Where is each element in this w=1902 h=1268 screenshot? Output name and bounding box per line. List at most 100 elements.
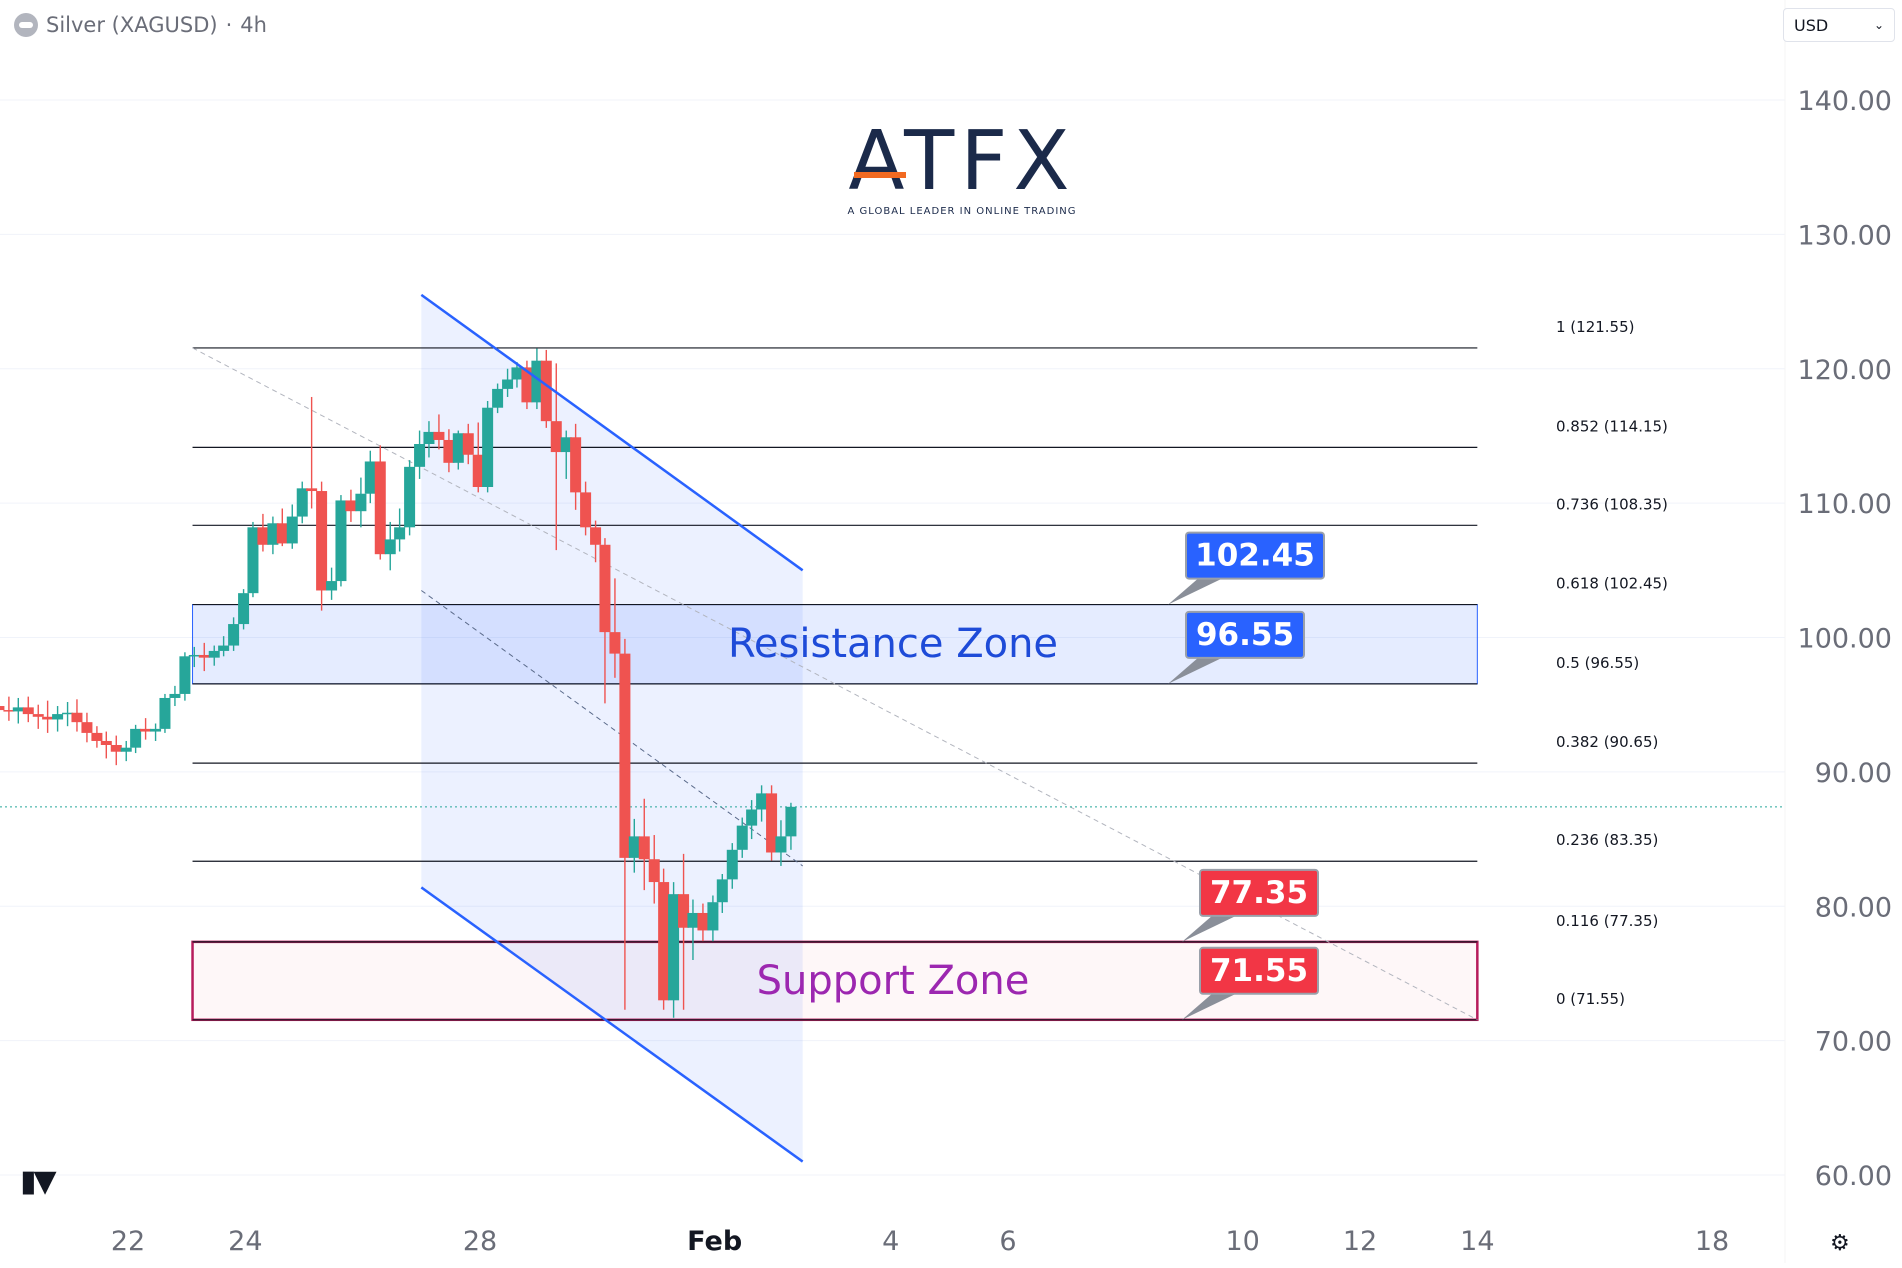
candle-body[interactable]	[414, 444, 426, 467]
candle-body[interactable]	[179, 656, 191, 694]
candle-body[interactable]	[42, 716, 54, 720]
candle-body[interactable]	[110, 745, 122, 752]
candle-body[interactable]	[81, 722, 93, 733]
candle-body[interactable]	[52, 714, 64, 720]
candle-body[interactable]	[766, 793, 778, 853]
candle-body[interactable]	[306, 488, 318, 492]
candle-body[interactable]	[462, 433, 474, 455]
candle-body[interactable]	[130, 728, 142, 748]
candle-body[interactable]	[560, 437, 572, 453]
candle-body[interactable]	[746, 809, 758, 826]
candle-body[interactable]	[208, 650, 220, 658]
candle-body[interactable]	[326, 581, 338, 591]
candle-body[interactable]	[570, 437, 582, 493]
candle-body[interactable]	[3, 710, 15, 712]
candle-body[interactable]	[785, 806, 797, 837]
candle-body[interactable]	[71, 712, 83, 723]
price-callout-box[interactable]	[1199, 946, 1319, 995]
candle-body[interactable]	[335, 500, 347, 582]
symbol-header[interactable]: Silver (XAGUSD) · 4h	[14, 10, 267, 40]
candle-body[interactable]	[32, 714, 44, 717]
candle-body[interactable]	[286, 516, 298, 544]
candle-body[interactable]	[257, 527, 269, 545]
candle-body[interactable]	[384, 539, 396, 555]
channel-upper-line[interactable]	[420, 293, 804, 572]
candle-body[interactable]	[550, 421, 562, 453]
candle-body[interactable]	[452, 433, 464, 463]
interval-label[interactable]: 4h	[240, 13, 267, 37]
candle-body[interactable]	[609, 632, 621, 654]
price-callout-box[interactable]	[1185, 531, 1325, 580]
candle-body[interactable]	[355, 493, 367, 512]
candle-body[interactable]	[12, 707, 24, 712]
candle-body[interactable]	[91, 732, 103, 741]
candle-body[interactable]	[198, 654, 210, 658]
price-callout-box[interactable]	[1199, 868, 1319, 917]
candle-body[interactable]	[756, 793, 768, 810]
candle-body[interactable]	[120, 747, 132, 752]
candle-body[interactable]	[345, 500, 357, 512]
candle-body[interactable]	[668, 894, 680, 1001]
candle-body[interactable]	[22, 707, 34, 715]
candle-body[interactable]	[726, 849, 738, 880]
candle-body[interactable]	[374, 461, 386, 555]
candle-body[interactable]	[638, 836, 650, 860]
candle-body[interactable]	[247, 527, 259, 594]
candle-body[interactable]	[511, 367, 523, 380]
logo-word: ATFX	[848, 114, 1076, 209]
candle-body[interactable]	[159, 697, 171, 729]
candle-body[interactable]	[404, 466, 416, 528]
candle-body[interactable]	[140, 728, 152, 732]
candle-body[interactable]	[697, 912, 709, 931]
candle-body[interactable]	[482, 407, 494, 487]
candle-body[interactable]	[267, 523, 279, 545]
candle-body[interactable]	[100, 740, 112, 745]
currency-select[interactable]: USD ⌄	[1783, 8, 1895, 42]
candle-body[interactable]	[707, 902, 719, 931]
candle-body[interactable]	[590, 527, 602, 545]
settings-gear-icon[interactable]: ⚙	[1830, 1230, 1850, 1255]
candle-body[interactable]	[316, 491, 328, 591]
tradingview-logo-icon[interactable]: ▮▼	[20, 1164, 57, 1199]
price-callout-text: 102.45	[1195, 538, 1315, 574]
candle-body[interactable]	[394, 527, 406, 540]
candle-body[interactable]	[276, 523, 288, 544]
candle-body[interactable]	[775, 836, 787, 853]
candle-body[interactable]	[228, 624, 240, 646]
candle-body[interactable]	[188, 654, 200, 657]
candle-body[interactable]	[443, 439, 455, 463]
candle-body[interactable]	[599, 544, 611, 633]
candle-body[interactable]	[619, 653, 631, 858]
candle-body[interactable]	[716, 879, 728, 903]
candle-body[interactable]	[238, 593, 250, 625]
candle-body[interactable]	[169, 693, 181, 698]
candle-body[interactable]	[628, 836, 640, 858]
candle-body[interactable]	[580, 492, 592, 528]
candle-body[interactable]	[218, 645, 230, 651]
candle-body[interactable]	[433, 431, 445, 440]
candle-body[interactable]	[364, 461, 376, 494]
y-tick-label: 70.00	[1815, 1027, 1892, 1058]
candle-body[interactable]	[150, 728, 162, 732]
candle-body[interactable]	[62, 712, 74, 715]
candle-body[interactable]	[502, 379, 514, 389]
candle-body[interactable]	[296, 488, 308, 517]
candle-body[interactable]	[492, 388, 504, 408]
candle-body[interactable]	[687, 912, 699, 928]
candle-body[interactable]	[0, 706, 5, 711]
candle-body[interactable]	[540, 360, 552, 422]
header-separator: ·	[225, 13, 233, 37]
channel-lower-line[interactable]	[420, 886, 804, 1163]
candle-body[interactable]	[472, 454, 484, 487]
candle-body[interactable]	[648, 859, 660, 883]
candle-body[interactable]	[658, 882, 670, 1001]
price-callout-box[interactable]	[1185, 610, 1305, 659]
candle-body[interactable]	[521, 367, 533, 403]
candle-body[interactable]	[423, 431, 435, 444]
x-tick-label: Feb	[687, 1226, 742, 1257]
candle-body[interactable]	[678, 894, 690, 928]
candle-body[interactable]	[531, 360, 543, 403]
candle-body[interactable]	[736, 825, 748, 850]
